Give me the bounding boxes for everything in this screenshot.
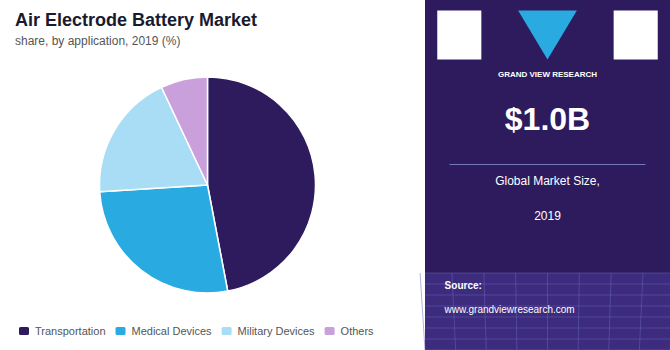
svg-text:Global Market Size,: Global Market Size,: [495, 174, 600, 188]
svg-text:share, by application, 2019 (%: share, by application, 2019 (%): [15, 34, 180, 48]
svg-text:GRAND VIEW RESEARCH: GRAND VIEW RESEARCH: [498, 70, 597, 79]
svg-text:2019: 2019: [534, 209, 561, 223]
svg-text:Medical Devices: Medical Devices: [132, 325, 213, 337]
svg-text:$1.0B: $1.0B: [505, 101, 590, 137]
svg-text:Military Devices: Military Devices: [238, 325, 316, 337]
svg-text:www.grandviewresearch.com: www.grandviewresearch.com: [444, 304, 575, 315]
svg-text:Source:: Source:: [445, 280, 482, 291]
svg-text:Air Electrode Battery Market: Air Electrode Battery Market: [15, 10, 257, 30]
svg-text:Transportation: Transportation: [35, 325, 106, 337]
svg-text:Others: Others: [341, 325, 375, 337]
